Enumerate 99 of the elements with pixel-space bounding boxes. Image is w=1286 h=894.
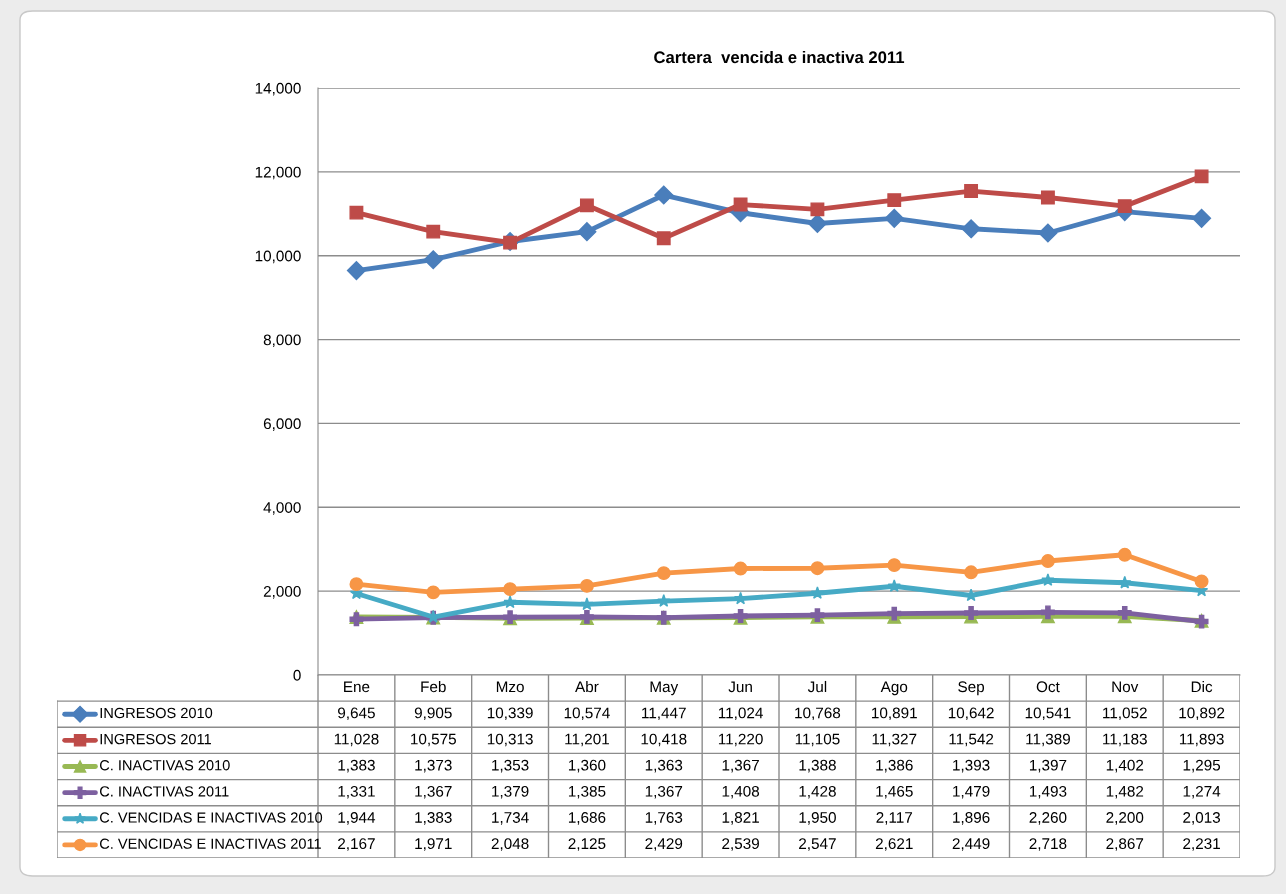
legend-label: C. INACTIVAS 2011 — [100, 786, 229, 797]
data-label: 1,383 — [415, 812, 452, 825]
data-label: 1,393 — [953, 759, 990, 773]
legend-label: INGRESOS 2011 — [100, 733, 211, 745]
data-label: 2,260 — [1029, 812, 1067, 825]
data-label: 2,125 — [568, 838, 606, 851]
legend-label: C. VENCIDAS E INACTIVAS 2011 — [100, 838, 321, 849]
data-label: 11,389 — [1026, 733, 1070, 747]
data-label: 1,944 — [338, 812, 376, 825]
x-tick-label: Ago — [880, 681, 908, 696]
x-tick-label: Abr — [575, 680, 599, 693]
y-tick-label: 6,000 — [263, 418, 301, 431]
data-label: 9,905 — [414, 707, 452, 721]
data-label: 11,220 — [718, 733, 763, 747]
data-label: 2,539 — [722, 838, 759, 851]
data-label: 1,402 — [1106, 759, 1144, 773]
y-tick-label: 10,000 — [255, 250, 301, 264]
data-label: 1,971 — [415, 838, 452, 851]
data-label: 11,447 — [642, 707, 686, 721]
data-label: 2,718 — [1029, 838, 1067, 851]
data-label: 11,028 — [334, 733, 379, 747]
x-tick-label: Oct — [1036, 681, 1060, 693]
data-label: 1,686 — [568, 812, 606, 825]
data-label: 10,575 — [411, 733, 456, 747]
data-label: 1,367 — [722, 759, 759, 773]
data-label: 1,385 — [568, 785, 606, 799]
data-label: 1,763 — [645, 812, 683, 825]
data-label: 2,547 — [799, 838, 836, 851]
x-tick-label: Jul — [807, 680, 827, 693]
data-label: 10,574 — [564, 707, 610, 721]
data-label: 10,642 — [948, 707, 994, 721]
data-label: 11,183 — [1103, 733, 1147, 747]
y-tick-label: 12,000 — [255, 166, 301, 180]
data-label: 11,893 — [1179, 733, 1224, 747]
x-tick-label: Nov — [1112, 681, 1139, 693]
data-label: 2,048 — [491, 838, 529, 851]
x-tick-label: Ene — [344, 681, 370, 693]
data-label: 1,479 — [953, 785, 990, 799]
x-tick-label: Mzo — [496, 681, 524, 693]
data-label: 1,367 — [415, 785, 452, 799]
y-tick-label: 14,000 — [255, 82, 301, 96]
data-label: 1,493 — [1029, 785, 1067, 799]
y-tick-label: 4,000 — [263, 502, 301, 515]
y-tick-label: 2,000 — [263, 586, 301, 599]
data-label: 1,821 — [722, 812, 759, 825]
data-label: 2,621 — [875, 838, 913, 851]
x-tick-label: Feb — [421, 680, 446, 693]
legend-label: INGRESOS 2010 — [100, 707, 213, 719]
data-label: 11,327 — [872, 733, 917, 747]
x-tick-label: Sep — [958, 681, 985, 696]
data-label: 1,482 — [1106, 785, 1144, 799]
data-label: 2,449 — [952, 838, 990, 851]
data-label: 1,428 — [799, 785, 836, 799]
data-label: 1,388 — [799, 759, 836, 773]
data-label: 1,353 — [492, 759, 529, 773]
data-label: 1,383 — [338, 759, 375, 773]
y-tick-label: 8,000 — [263, 334, 301, 348]
data-label: 10,891 — [872, 707, 917, 721]
data-label: 1,295 — [1183, 759, 1221, 773]
data-label: 1,373 — [415, 759, 452, 773]
data-label: 11,024 — [718, 707, 763, 721]
legend-label: C. VENCIDAS E INACTIVAS 2010 — [100, 812, 323, 823]
data-label: 2,429 — [645, 838, 683, 851]
data-label: 1,386 — [876, 759, 913, 773]
data-label: 1,734 — [492, 812, 529, 825]
data-label: 2,167 — [338, 838, 375, 851]
x-tick-label: Dic — [1191, 680, 1213, 693]
chart-title: Cartera vencida e inactiva 2011 — [654, 50, 905, 64]
data-label: 10,418 — [641, 733, 687, 747]
data-label: 2,867 — [1106, 838, 1144, 851]
data-label: 11,201 — [565, 733, 609, 747]
data-label: 2,013 — [1183, 812, 1221, 825]
legend-label: C. INACTIVAS 2010 — [100, 760, 230, 771]
data-label: 1,360 — [568, 759, 606, 773]
data-label: 10,768 — [795, 707, 841, 721]
data-label: 11,105 — [795, 733, 840, 747]
data-label: 10,313 — [487, 733, 533, 747]
data-label: 1,950 — [799, 812, 836, 825]
data-label: 1,274 — [1183, 785, 1221, 799]
data-label: 2,200 — [1106, 812, 1144, 825]
x-tick-label: May — [650, 681, 679, 696]
data-label: 1,465 — [876, 785, 913, 799]
x-tick-label: Jun — [728, 681, 752, 693]
data-label: 10,541 — [1025, 707, 1071, 721]
data-label: 10,339 — [487, 707, 533, 721]
data-label: 1,379 — [492, 785, 529, 799]
data-label: 1,363 — [645, 759, 683, 773]
y-tick-label: 0 — [293, 669, 301, 681]
data-label: 11,542 — [949, 733, 994, 747]
data-label: 1,896 — [953, 812, 990, 825]
data-label: 1,397 — [1029, 759, 1067, 773]
data-label: 1,367 — [645, 785, 683, 799]
data-label: 1,331 — [338, 785, 375, 799]
data-label: 1,408 — [722, 785, 760, 799]
data-label: 10,892 — [1179, 707, 1225, 721]
data-label: 2,117 — [876, 812, 913, 825]
data-label: 11,052 — [1103, 707, 1147, 721]
data-label: 9,645 — [338, 707, 375, 721]
data-label: 2,231 — [1183, 838, 1220, 851]
